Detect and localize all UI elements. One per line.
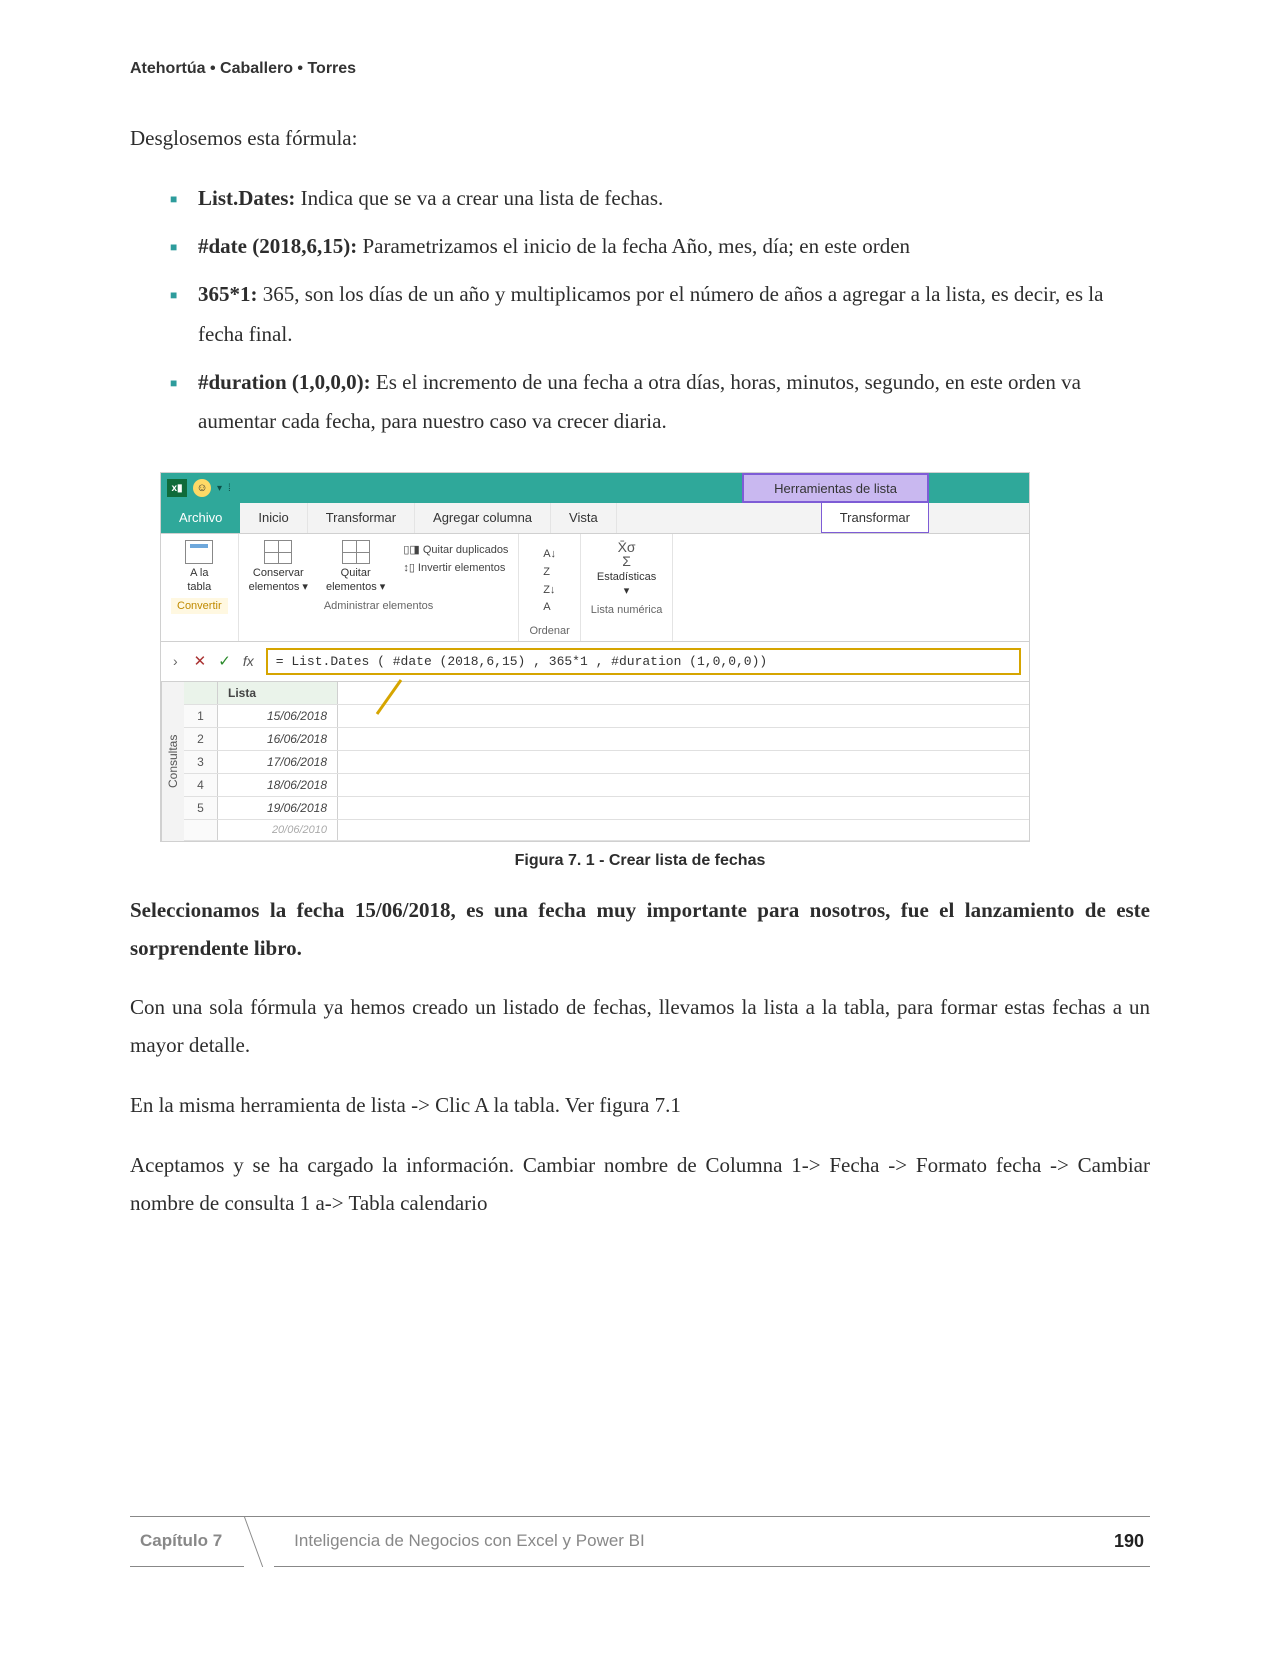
footer-divider-icon [244,1517,274,1567]
queries-pane-tab[interactable]: Consultas [161,682,184,841]
list-item: #date (2018,6,15): Parametrizamos el ini… [170,227,1150,267]
tab-add-column[interactable]: Agregar columna [415,503,551,533]
row-number: 5 [184,797,218,819]
accept-icon[interactable]: ✓ [218,652,231,670]
paragraph: Con una sola fórmula ya hemos creado un … [130,989,1150,1065]
cell-value: 19/06/2018 [218,797,338,819]
table-row[interactable]: 519/06/2018 [184,797,1029,820]
row-number: 1 [184,705,218,727]
bullet-bold: #duration (1,0,0,0): [198,370,371,394]
to-table-label: A la tabla [187,567,211,593]
group-label-sort: Ordenar [529,623,569,639]
fx-icon[interactable]: fx [243,653,254,669]
bullet-text: 365, son los días de un año y multiplica… [198,282,1103,346]
table-row[interactable]: 418/06/2018 [184,774,1029,797]
tab-file[interactable]: Archivo [161,503,240,533]
contextual-tab-label: Herramientas de lista [742,473,929,503]
bullet-text: Parametrizamos el inicio de la fecha Año… [357,234,910,258]
list-item: 365*1: 365, son los días de un año y mul… [170,275,1150,355]
table-row[interactable]: 216/06/2018 [184,728,1029,751]
ribbon: A la tabla Convertir Conservar elementos… [161,534,1029,641]
formula-input[interactable]: = List.Dates ( #date (2018,6,15) , 365*1… [266,648,1021,675]
cell-value: 18/06/2018 [218,774,338,796]
group-label-convert: Convertir [171,598,228,614]
ribbon-group-numeric: X̄σΣ Estadísticas ▾ Lista numérica [581,534,674,640]
row-number [184,820,218,840]
keep-items-button[interactable]: Conservar elementos ▾ [249,540,308,593]
ribbon-group-sort: A↓Z Z↓A Ordenar [519,534,580,640]
to-table-button[interactable]: A la tabla [185,540,213,593]
tab-view[interactable]: Vista [551,503,617,533]
cell-value: 16/06/2018 [218,728,338,750]
page-footer: Capítulo 7 Inteligencia de Negocios con … [130,1516,1150,1566]
table-row-cut: 20/06/2010 [184,820,1029,841]
bullet-text: Indica que se va a crear una lista de fe… [295,186,663,210]
list-item: #duration (1,0,0,0): Es el incremento de… [170,363,1150,443]
sort-asc-button[interactable]: A↓Z [543,546,556,581]
column-header[interactable]: Lista [218,682,338,704]
stats-label: Estadísticas ▾ [597,571,656,597]
bullet-bold: #date (2018,6,15): [198,234,357,258]
annotation-arrow-icon [371,678,411,718]
cell-value: 15/06/2018 [218,705,338,727]
footer-page-number: 190 [1114,1517,1150,1567]
excel-icon: x▮ [167,479,187,497]
bullet-bold: List.Dates: [198,186,295,210]
tab-transform[interactable]: Transformar [308,503,415,533]
data-grid-area: Consultas Lista 115/06/2018 216/06/2018 … [161,682,1029,841]
list-item: List.Dates: Indica que se va a crear una… [170,179,1150,219]
cell-value: 20/06/2010 [218,820,338,840]
figure-caption: Figura 7. 1 - Crear lista de fechas [130,852,1150,870]
reverse-items-button[interactable]: ↕▯ Invertir elementos [403,560,508,578]
remove-duplicates-button[interactable]: ▯◨ Quitar duplicados [403,542,508,560]
row-number: 2 [184,728,218,750]
cancel-icon[interactable]: ✕ [194,652,207,670]
group-label-numeric: Lista numérica [591,602,663,618]
ribbon-group-manage: Conservar elementos ▾ Quitar elementos ▾… [239,534,520,640]
ribbon-tabs: Archivo Inicio Transformar Agregar colum… [161,503,1029,534]
keep-label: Conservar elementos ▾ [249,567,308,593]
expand-icon[interactable]: › [169,653,182,669]
table-row[interactable]: 115/06/2018 [184,705,1029,728]
remove-items-button[interactable]: Quitar elementos ▾ [326,540,385,593]
row-corner [184,682,218,704]
sort-desc-button[interactable]: Z↓A [543,582,556,617]
paragraph-bold: Seleccionamos la fecha 15/06/2018, es un… [130,892,1150,968]
paragraph: En la misma herramienta de lista -> Clic… [130,1087,1150,1125]
grid-header-row: Lista [184,682,1029,705]
paragraph: Aceptamos y se ha cargado la información… [130,1147,1150,1223]
smiley-icon: ☺ [193,479,211,497]
title-bar: x▮ ☺ ▾ ⁞ Herramientas de lista [161,473,1029,503]
qat-sep-icon: ⁞ [228,483,231,494]
dropdown-icon: ▾ [217,483,222,494]
statistics-button[interactable]: X̄σΣ Estadísticas ▾ [597,540,656,597]
group-label-manage: Administrar elementos [324,598,433,614]
bullet-list: List.Dates: Indica que se va a crear una… [130,179,1150,442]
tab-home[interactable]: Inicio [240,503,307,533]
data-grid: Lista 115/06/2018 216/06/2018 317/06/201… [184,682,1029,841]
powerquery-screenshot: x▮ ☺ ▾ ⁞ Herramientas de lista Archivo I… [160,472,1030,841]
tab-list-transform[interactable]: Transformar [821,503,929,533]
intro-text: Desglosemos esta fórmula: [130,126,1150,151]
footer-chapter: Capítulo 7 [130,1517,244,1567]
cell-value: 17/06/2018 [218,751,338,773]
row-number: 3 [184,751,218,773]
remove-label: Quitar elementos ▾ [326,567,385,593]
table-row[interactable]: 317/06/2018 [184,751,1029,774]
footer-subtitle: Inteligencia de Negocios con Excel y Pow… [274,1517,1114,1567]
ribbon-group-convert: A la tabla Convertir [161,534,239,640]
row-number: 4 [184,774,218,796]
page-header: Atehortúa • Caballero • Torres [130,60,1150,78]
formula-bar: › ✕ ✓ fx = List.Dates ( #date (2018,6,15… [161,642,1029,682]
bullet-bold: 365*1: [198,282,258,306]
